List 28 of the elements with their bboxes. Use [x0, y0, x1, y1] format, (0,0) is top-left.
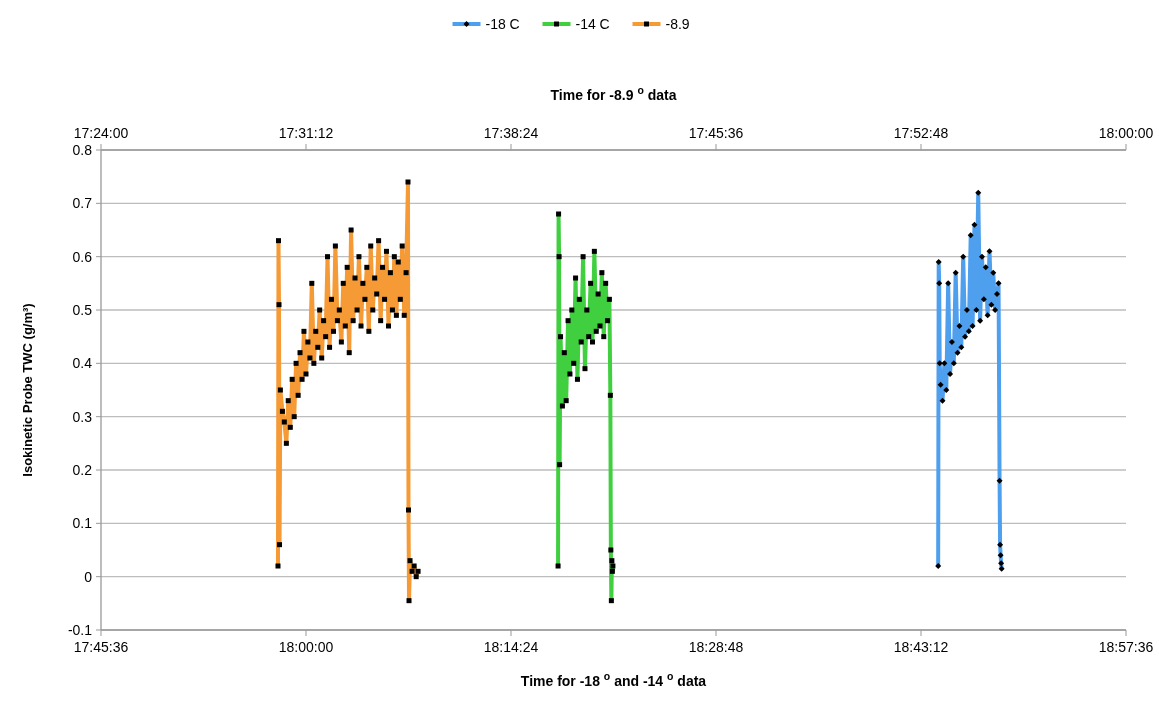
x2-tick-label: 17:52:48: [893, 125, 949, 141]
x-axis-title: Time for -18 $^{o}$ and -14 $^{o}$ data: [520, 670, 707, 689]
x-tick-label: 17:45:36: [73, 639, 129, 655]
y-tick-label: 0.2: [72, 461, 93, 478]
y-tick-label: 0.3: [72, 408, 93, 425]
x-tick-label: 18:43:12: [893, 639, 949, 655]
x2-tick-label: 17:24:00: [73, 125, 129, 141]
legend-label: -18 C: [485, 15, 520, 32]
x-tick-label: 18:28:48: [688, 639, 744, 655]
legend-label: -14 C: [575, 15, 610, 32]
x2-tick-label: 18:00:00: [1098, 125, 1154, 141]
x2-axis-title: Time for -8.9 $^{o}$ data: [550, 84, 677, 103]
y-tick-label: 0.1: [72, 515, 93, 532]
x2-tick-label: 17:45:36: [688, 125, 744, 141]
x2-tick-label: 17:31:12: [278, 125, 334, 141]
y-tick-label: 0.5: [72, 301, 93, 318]
x-tick-label: 18:14:24: [483, 639, 539, 655]
legend-label: -8.9: [665, 15, 690, 32]
x-tick-label: 18:57:36: [1098, 639, 1154, 655]
x2-tick-label: 17:38:24: [483, 125, 539, 141]
x-tick-label: 18:00:00: [278, 639, 334, 655]
y-tick-label: 0.7: [72, 195, 93, 212]
y-tick-label: 0.4: [72, 355, 93, 372]
y-tick-label: -0.1: [67, 621, 93, 638]
y-tick-label: 0.8: [72, 141, 93, 158]
y-axis-title: Isokinetic Probe TWC (g/m³): [20, 303, 35, 477]
y-tick-label: 0: [84, 568, 93, 585]
y-tick-label: 0.6: [72, 248, 93, 265]
